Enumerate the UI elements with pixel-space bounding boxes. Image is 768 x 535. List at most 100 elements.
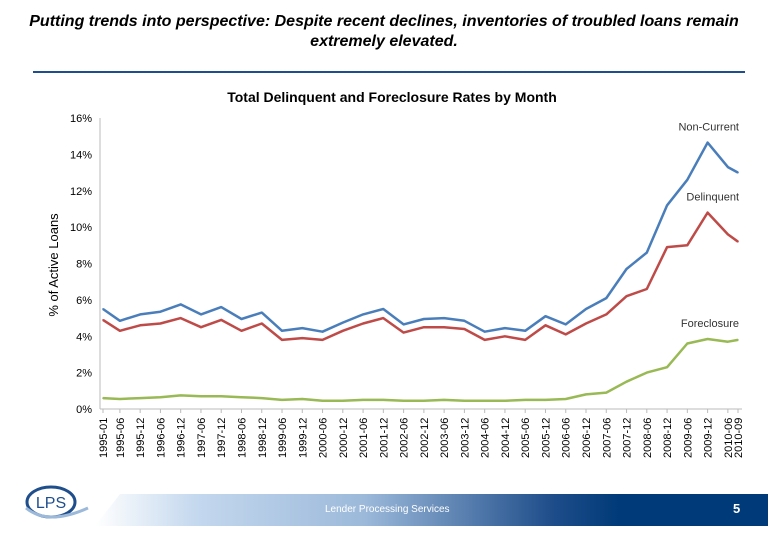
- data-point: [666, 204, 668, 207]
- x-tick-label: 1998-06: [236, 418, 248, 458]
- data-point: [737, 240, 739, 243]
- data-point: [504, 327, 506, 329]
- data-point: [504, 400, 506, 402]
- data-point: [737, 171, 739, 174]
- data-point: [139, 324, 141, 327]
- data-point: [220, 319, 223, 321]
- data-point: [544, 399, 547, 401]
- data-point: [423, 400, 425, 402]
- data-point: [382, 399, 385, 401]
- data-point: [706, 338, 709, 340]
- x-tick-label: 2008-12: [662, 418, 674, 458]
- data-point: [159, 396, 162, 398]
- y-axis-title: % of Active Loans: [46, 213, 61, 317]
- series-line-non-current: [102, 141, 739, 333]
- y-tick-label: 8%: [76, 259, 92, 271]
- data-point: [443, 317, 445, 319]
- x-tick-label: 2009-12: [703, 418, 715, 458]
- y-tick-label: 6%: [76, 295, 92, 307]
- data-point: [564, 333, 567, 336]
- data-point: [382, 308, 385, 310]
- x-tick-label: 2008-06: [642, 418, 654, 458]
- footer-band: [95, 494, 768, 526]
- series-label: Foreclosure: [681, 318, 739, 330]
- footer-text: Lender Processing Services: [325, 504, 450, 515]
- y-tick-label: 4%: [76, 331, 92, 343]
- data-point: [524, 339, 527, 341]
- data-point: [463, 400, 466, 402]
- x-tick-label: 2001-12: [378, 418, 390, 458]
- data-point: [159, 322, 162, 325]
- x-tick-label: 2005-06: [520, 418, 532, 458]
- data-point: [281, 399, 283, 401]
- data-point: [605, 391, 608, 394]
- data-point: [666, 366, 668, 368]
- data-point: [605, 297, 608, 299]
- data-point: [260, 311, 263, 314]
- data-point: [463, 328, 466, 330]
- x-tick-label: 2003-12: [459, 418, 471, 458]
- data-point: [119, 329, 121, 332]
- x-tick-label: 2000-06: [318, 418, 330, 458]
- data-point: [585, 308, 587, 310]
- x-tick-label: 2006-12: [581, 418, 593, 458]
- series-label: Delinquent: [686, 192, 739, 204]
- data-point: [605, 313, 608, 316]
- x-tick-label: 2007-06: [601, 418, 613, 458]
- data-point: [504, 335, 506, 338]
- data-point: [321, 330, 324, 333]
- data-point: [483, 400, 486, 402]
- data-point: [686, 342, 689, 345]
- data-point: [382, 317, 385, 319]
- data-point: [139, 397, 141, 399]
- data-point: [362, 399, 364, 401]
- data-point: [483, 330, 486, 333]
- header-rule: [33, 71, 745, 73]
- data-point: [625, 380, 628, 383]
- data-point: [342, 329, 344, 332]
- data-point: [102, 319, 104, 321]
- svg-text:LPS: LPS: [36, 495, 66, 512]
- y-tick-label: 14%: [70, 149, 92, 161]
- x-tick-label: 2002-06: [399, 418, 411, 458]
- y-tick-label: 0%: [76, 404, 92, 416]
- data-point: [139, 313, 141, 316]
- data-point: [220, 306, 223, 308]
- data-point: [342, 400, 344, 402]
- data-point: [585, 393, 587, 396]
- y-tick-label: 10%: [70, 222, 92, 234]
- data-point: [102, 308, 104, 310]
- data-point: [240, 318, 243, 320]
- data-point: [625, 268, 628, 270]
- data-point: [301, 398, 304, 400]
- data-point: [483, 339, 486, 341]
- data-point: [362, 322, 364, 325]
- x-tick-label: 1999-06: [277, 418, 289, 458]
- series-line-foreclosure: [102, 337, 739, 403]
- x-tick-label: 2003-06: [439, 418, 451, 458]
- data-point: [402, 331, 405, 334]
- data-point: [102, 397, 104, 399]
- data-point: [281, 339, 283, 341]
- data-point: [585, 322, 587, 325]
- x-tick-label: 2004-12: [500, 418, 512, 458]
- data-point: [737, 339, 739, 341]
- data-point: [625, 295, 628, 298]
- lps-logo: LPS: [25, 485, 89, 519]
- data-point: [281, 329, 283, 332]
- data-point: [321, 400, 324, 402]
- data-point: [443, 399, 445, 401]
- data-point: [463, 319, 466, 322]
- x-tick-label: 2002-12: [419, 418, 431, 458]
- data-point: [646, 371, 648, 374]
- data-point: [220, 395, 223, 398]
- line-chart: Total Delinquent and Foreclosure Rates b…: [46, 89, 745, 458]
- data-point: [423, 318, 425, 320]
- data-point: [301, 337, 304, 339]
- x-tick-label: 2001-06: [358, 418, 370, 458]
- data-point: [179, 303, 182, 306]
- y-tick-label: 2%: [76, 368, 92, 380]
- data-point: [564, 323, 567, 326]
- data-point: [240, 396, 243, 398]
- x-tick-label: 1997-06: [196, 418, 208, 458]
